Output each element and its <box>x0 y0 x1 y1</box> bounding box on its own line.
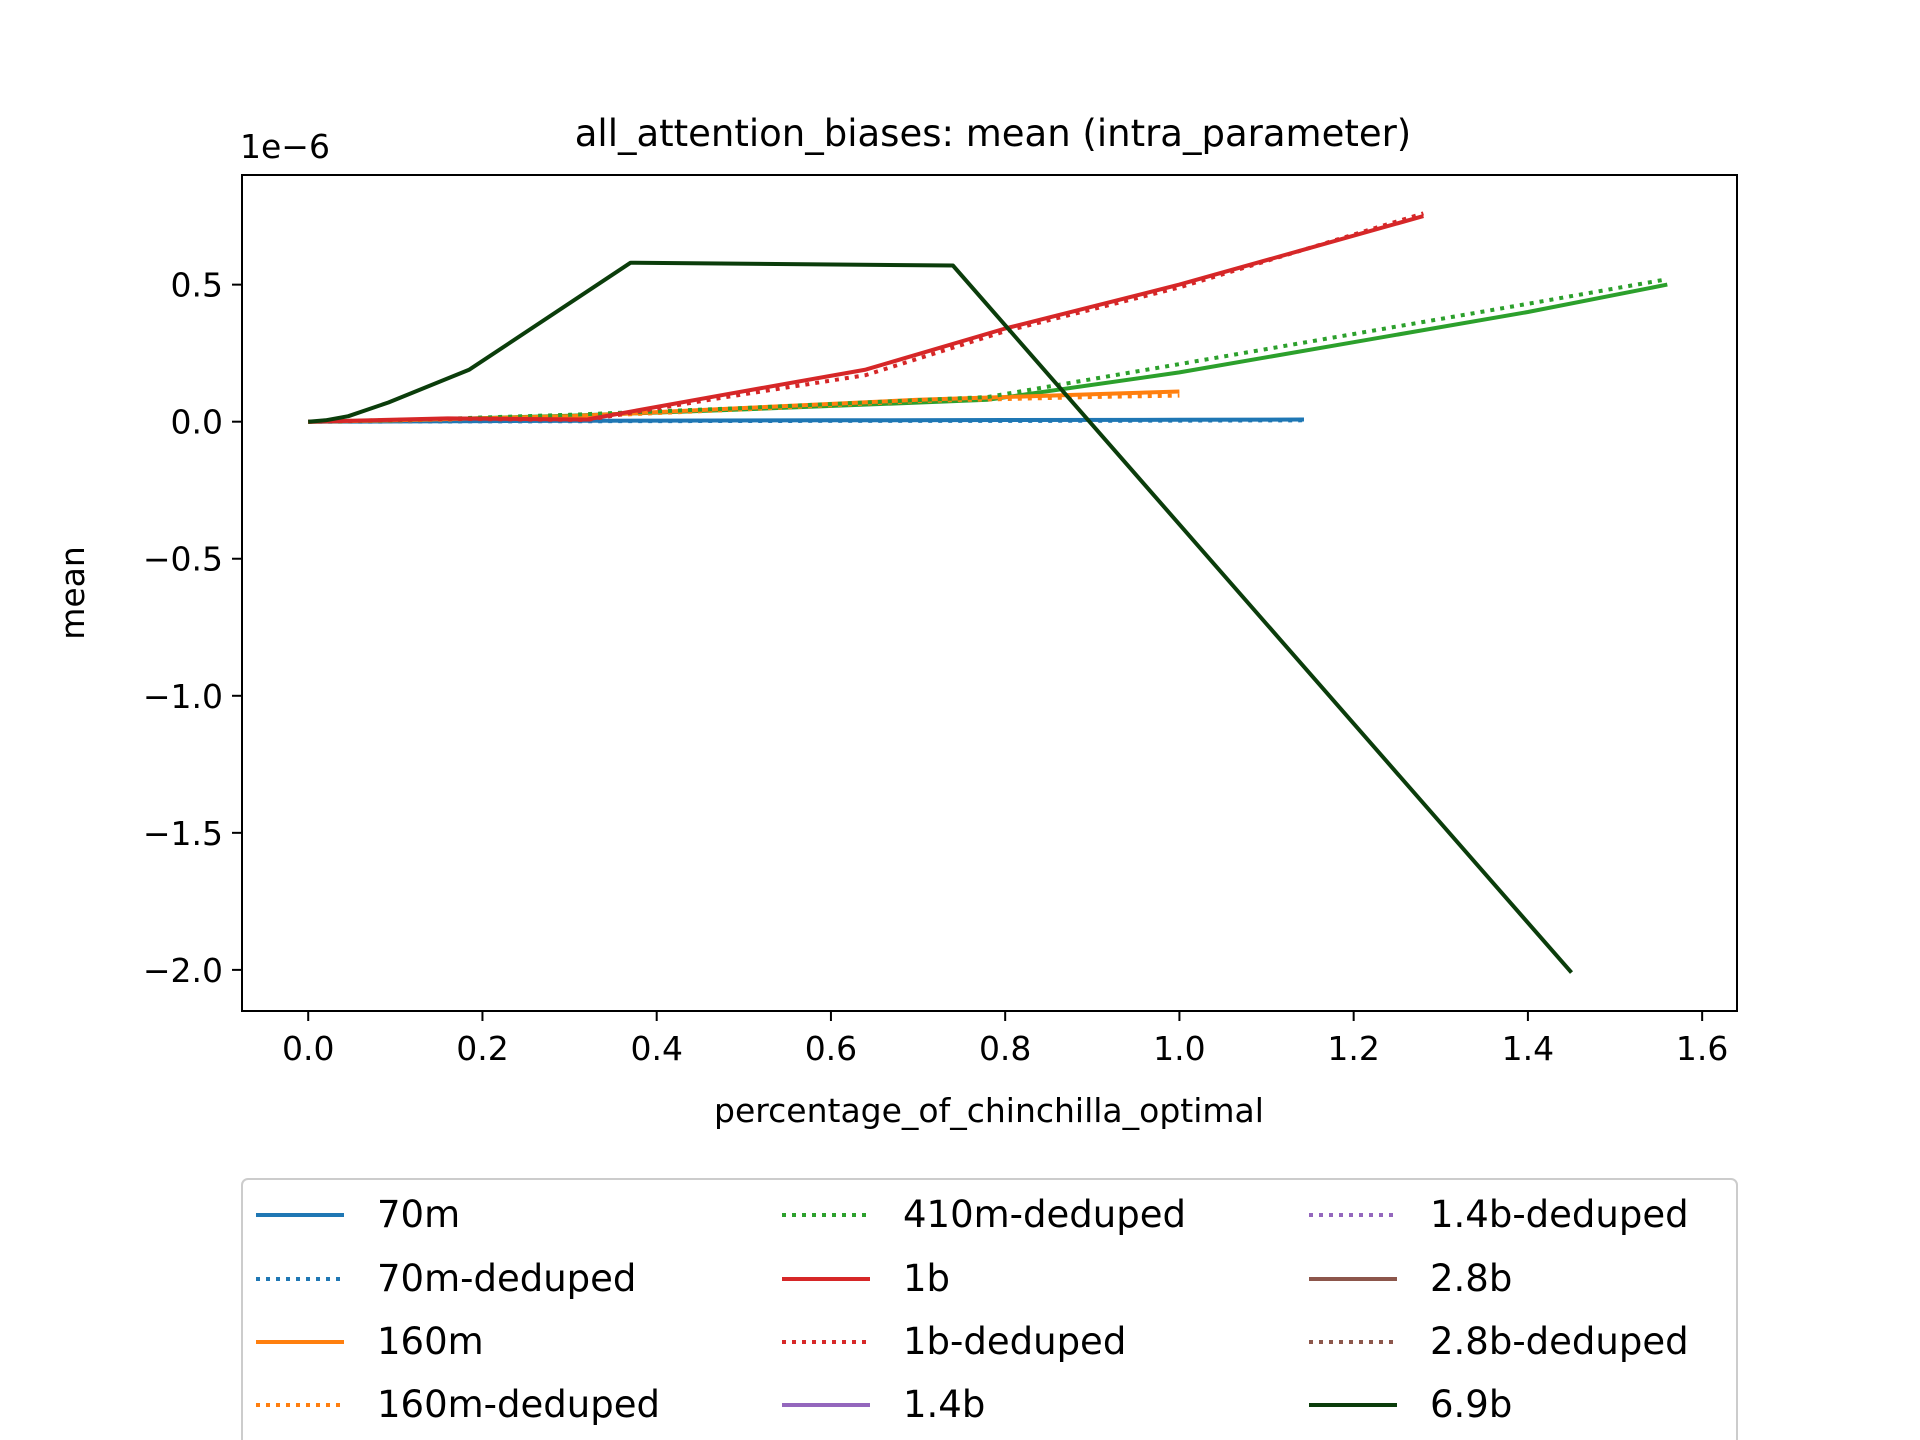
y-axis-ticks: 0.5 0.0 −0.5 −1.0 −1.5 −2.0 <box>143 266 242 990</box>
legend-label: 410m-deduped <box>903 1193 1186 1236</box>
y-tick-label: −1.5 <box>143 814 223 853</box>
y-tick-label: −1.0 <box>143 677 223 716</box>
legend-label: 70m <box>377 1193 460 1236</box>
legend-entry: 70m-deduped <box>256 1257 636 1300</box>
legend-entry: 1.4b-deduped <box>1309 1193 1689 1236</box>
x-tick-label: 0.4 <box>630 1029 682 1068</box>
x-tick-label: 1.2 <box>1327 1029 1379 1068</box>
legend-label: 6.9b <box>1430 1383 1512 1426</box>
x-axis-ticks: 0.0 0.2 0.4 0.6 0.8 1.0 1.2 1.4 1.6 <box>282 1011 1728 1068</box>
legend-label: 2.8b-deduped <box>1430 1320 1689 1363</box>
x-axis-label: percentage_of_chinchilla_optimal <box>714 1091 1264 1130</box>
x-tick-label: 1.0 <box>1153 1029 1205 1068</box>
legend-label: 2.8b <box>1430 1257 1512 1300</box>
legend-label: 160m <box>377 1320 484 1363</box>
legend-label: 160m-deduped <box>377 1383 660 1426</box>
legend-entries: 70m 70m-deduped 160m 160m-deduped 410m-dedup… <box>256 1193 1689 1426</box>
legend-entry: 6.9b <box>1309 1383 1512 1426</box>
x-tick-label: 0.0 <box>282 1029 334 1068</box>
legend-entry: 410m-deduped <box>782 1193 1186 1236</box>
series-line-1b-deduped <box>308 211 1424 424</box>
legend-box <box>241 1178 1738 1440</box>
x-tick-label: 0.2 <box>456 1029 508 1068</box>
plot-lines <box>308 211 1668 974</box>
chart-title: all_attention_biases: mean (intra_parame… <box>575 112 1412 155</box>
legend-label: 70m-deduped <box>377 1257 636 1300</box>
legend-entry: 2.8b-deduped <box>1309 1320 1689 1363</box>
x-tick-label: 1.6 <box>1676 1029 1728 1068</box>
legend-label: 1.4b-deduped <box>1430 1193 1689 1236</box>
legend-label: 1b-deduped <box>903 1320 1126 1363</box>
legend-entry: 160m-deduped <box>256 1383 660 1426</box>
legend-label: 1.4b <box>903 1383 985 1426</box>
x-tick-label: 1.4 <box>1502 1029 1554 1068</box>
legend-entry: 1b-deduped <box>782 1320 1126 1363</box>
y-tick-label: −2.0 <box>143 951 223 990</box>
legend: 70m 70m-deduped 160m 160m-deduped 410m-dedup… <box>241 1178 1738 1440</box>
series-line-70m-deduped <box>308 418 1305 424</box>
y-tick-label: 0.5 <box>171 266 223 305</box>
y-axis-label: mean <box>53 546 92 640</box>
legend-label: 1b <box>903 1257 950 1300</box>
legend-entry: 160m <box>256 1320 484 1363</box>
series-line-410m-deduped <box>308 277 1668 424</box>
plot-frame <box>241 174 1738 1012</box>
legend-entry: 1.4b <box>782 1383 985 1426</box>
series-line-6.9b <box>308 260 1574 974</box>
legend-entry: 1b <box>782 1257 950 1300</box>
legend-entry: 2.8b <box>1309 1257 1512 1300</box>
x-tick-label: 0.6 <box>805 1029 857 1068</box>
y-tick-label: −0.5 <box>143 540 223 579</box>
y-tick-label: 0.0 <box>171 403 223 442</box>
x-tick-label: 0.8 <box>979 1029 1031 1068</box>
y-scale-label: 1e−6 <box>240 127 330 166</box>
legend-entry: 70m <box>256 1193 460 1236</box>
